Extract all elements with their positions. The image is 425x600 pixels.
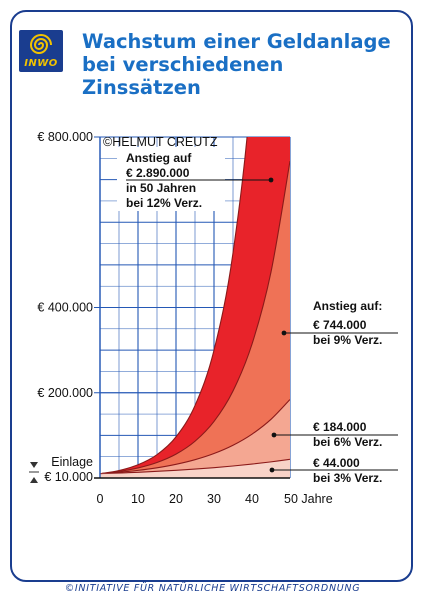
x-tick-label: 40 [245, 492, 259, 506]
initial-deposit-band [100, 473, 290, 478]
rate-9-line [100, 160, 290, 475]
annotation-9-dot [281, 330, 287, 336]
logo-text: INWO [24, 58, 58, 69]
x-tick-label: 20 [169, 492, 183, 506]
y-tick-label: € 800.000 [37, 130, 93, 144]
rate-12-line [100, 137, 248, 475]
x-tick-label: 10 [131, 492, 145, 506]
x-tick-label: 50 Jahre [284, 492, 333, 506]
chart-credit: ©HELMUT CREUTZ [103, 135, 218, 149]
annotation-3-text: € 44.000 [313, 456, 360, 470]
annotation-12-dot [268, 177, 274, 183]
rate-3-area [100, 459, 290, 478]
annotation-12-text: in 50 Jahren [126, 181, 196, 195]
annotation-6-text: € 184.000 [313, 420, 367, 434]
annotation-9-text: bei 9% Verz. [313, 333, 382, 347]
x-tick-label: 30 [207, 492, 221, 506]
annotation-12-text: € 2.890.000 [126, 166, 190, 180]
spiral-icon [29, 34, 52, 54]
annotation-12-box [117, 147, 225, 211]
page-title: Wachstum einer Geldanlage bei verschiede… [82, 30, 402, 99]
annotation-12-text: bei 12% Verz. [126, 196, 202, 210]
annotation-3-dot [269, 467, 275, 473]
series-group [100, 137, 290, 478]
annotation-6-dot [271, 432, 277, 438]
rate-9-area [100, 161, 290, 478]
rate-3-line [100, 458, 290, 475]
rate-6-area [100, 399, 290, 478]
y-tick-label: € 400.000 [37, 301, 93, 315]
title-line-2: bei verschiedenen Zinssätzen [82, 53, 284, 99]
inwo-logo: INWO [19, 30, 63, 72]
footer-copyright: ©INITIATIVE FÜR NATÜRLICHE WIRTSCHAFTSOR… [64, 583, 361, 594]
annotation-9-text: € 744.000 [313, 318, 367, 332]
x-tick-label: 0 [97, 492, 104, 506]
deposit-bracket-icon [30, 462, 38, 483]
y-tick-label: € 200.000 [37, 386, 93, 400]
initial-deposit-label: Einlage [51, 455, 93, 469]
title-line-1: Wachstum einer Geldanlage [82, 30, 391, 53]
poster-frame [10, 10, 413, 582]
annotation-6-text: bei 6% Verz. [313, 435, 382, 449]
annotation-3-text: bei 3% Verz. [313, 471, 382, 485]
annotation-9-text: Anstieg auf: [313, 299, 382, 313]
rate-6-line [100, 399, 290, 475]
annotation-12-text: Anstieg auf [126, 151, 192, 165]
y-tick-label: € 10.000 [44, 470, 93, 484]
